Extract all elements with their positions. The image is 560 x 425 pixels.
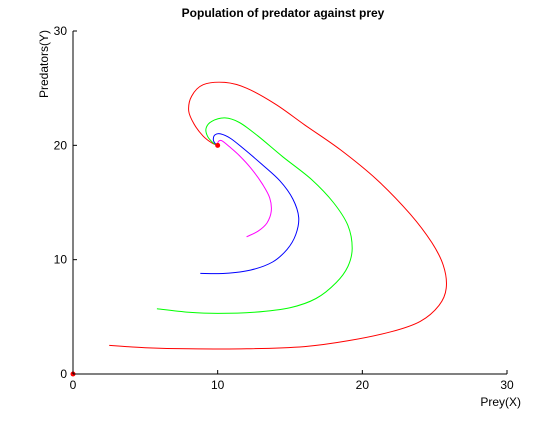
y-tick-label: 10 — [54, 253, 68, 267]
trajectory-line-2 — [156, 117, 353, 314]
chart-title: Population of predator against prey — [182, 6, 385, 20]
y-axis-label: Predators(Y) — [37, 30, 51, 98]
y-tick-label: 30 — [54, 24, 68, 38]
x-tick-label: 0 — [70, 378, 77, 392]
x-tick-label: 20 — [356, 378, 370, 392]
x-tick-label: 10 — [211, 378, 225, 392]
trajectory-line-4 — [217, 139, 272, 238]
x-tick-label: 30 — [500, 378, 514, 392]
series-layer — [109, 81, 447, 350]
equilibrium-point-1 — [215, 142, 221, 148]
trajectory-line-1 — [109, 81, 447, 350]
x-axis-label: Prey(X) — [480, 395, 521, 409]
y-tick-label: 20 — [54, 138, 68, 152]
tick-layer: 0 10 20 30 0 10 20 30 — [54, 24, 514, 392]
trajectory-line-3 — [200, 133, 300, 275]
y-tick-label: 0 — [60, 367, 67, 381]
plot-area — [73, 31, 507, 374]
